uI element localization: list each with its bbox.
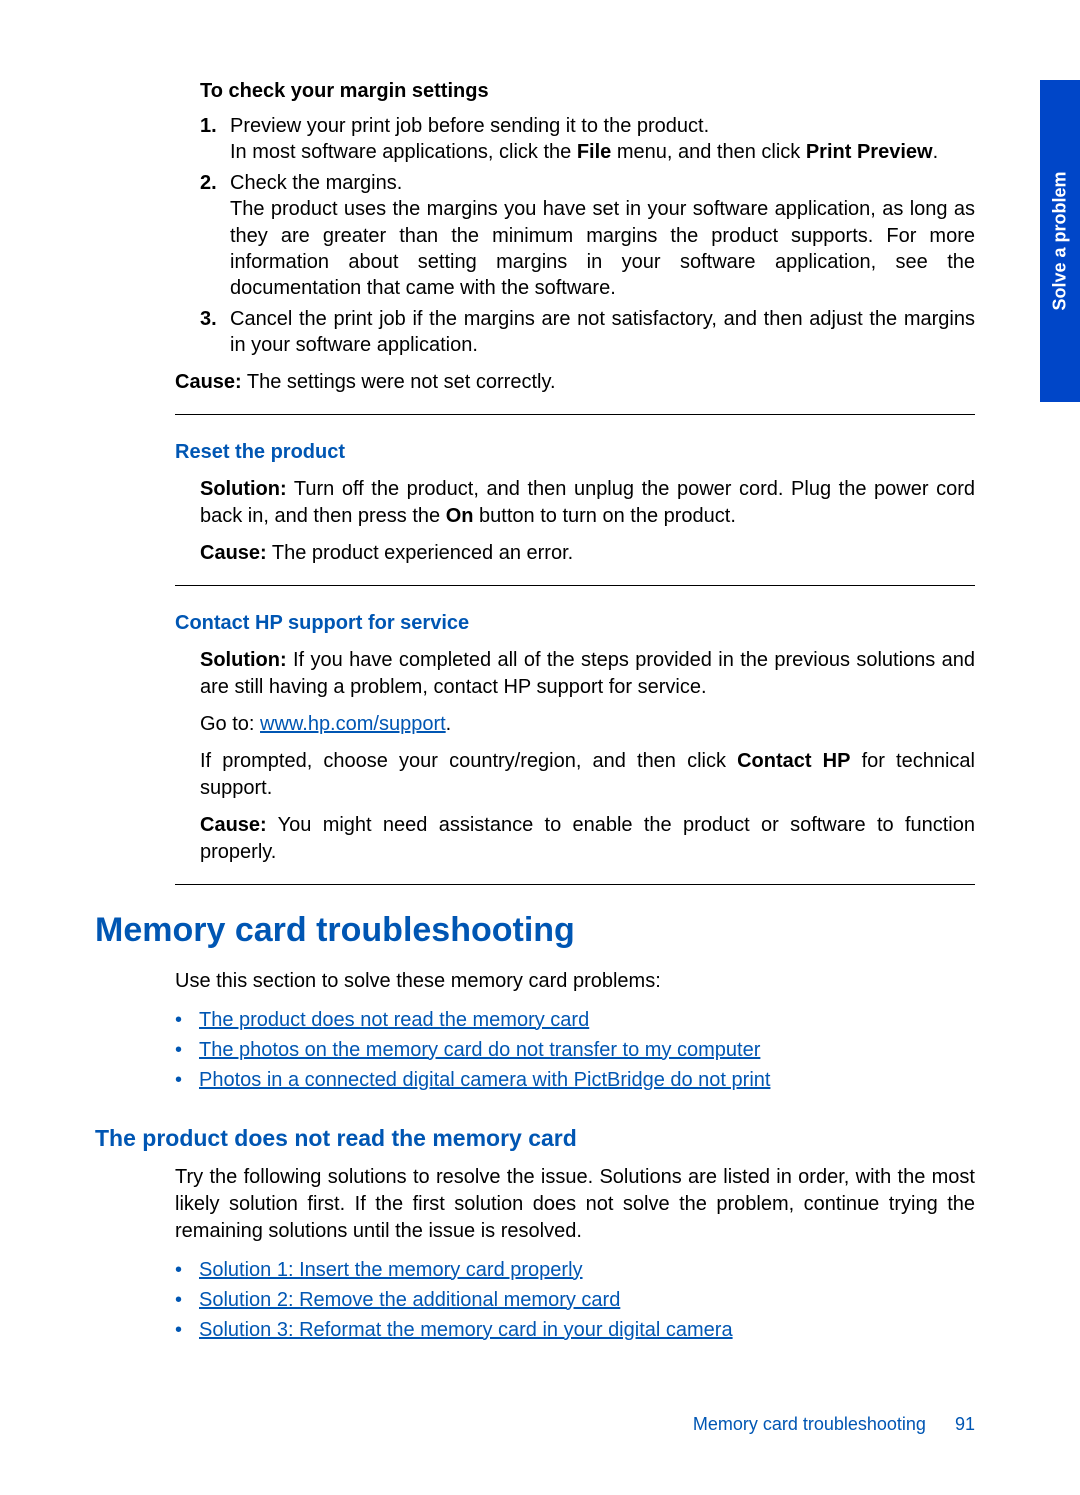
list-item: Solution 3: Reformat the memory card in … (175, 1315, 975, 1345)
subsection-intro: Try the following solutions to resolve t… (175, 1164, 975, 1245)
side-tab-label: Solve a problem (1050, 171, 1071, 310)
text: button to turn on the product. (474, 505, 736, 527)
list-item: The photos on the memory card do not tra… (175, 1035, 975, 1065)
list-number: 1. (200, 113, 217, 139)
document-page: Solve a problem To check your margin set… (0, 0, 1080, 1495)
support-link[interactable]: www.hp.com/support (260, 713, 446, 735)
list-number: 3. (200, 306, 217, 332)
list-item: Solution 1: Insert the memory card prope… (175, 1255, 975, 1285)
solution-link[interactable]: Solution 2: Remove the additional memory… (199, 1289, 620, 1311)
prompt-line: If prompted, choose your country/region,… (200, 748, 975, 802)
bold-text: Print Preview (806, 141, 933, 163)
page-footer: Memory card troubleshooting 91 (693, 1414, 975, 1435)
section-divider (175, 884, 975, 885)
text: If you have completed all of the steps p… (200, 649, 975, 698)
memory-card-heading: Memory card troubleshooting (95, 911, 975, 950)
list-item: The product does not read the memory car… (175, 1005, 975, 1035)
footer-section: Memory card troubleshooting (693, 1414, 926, 1434)
list-item: 1. Preview your print job before sending… (200, 113, 975, 166)
goto-line: Go to: www.hp.com/support. (200, 711, 975, 738)
solution-line: Solution: Turn off the product, and then… (200, 476, 975, 530)
subsection-heading: The product does not read the memory car… (95, 1125, 975, 1152)
cause-label: Cause: (200, 814, 267, 836)
text: . (446, 713, 452, 735)
list-line: Check the margins. (230, 170, 975, 196)
text: . (933, 141, 939, 163)
cause-label: Cause: (200, 542, 267, 564)
problem-link[interactable]: Photos in a connected digital camera wit… (199, 1069, 770, 1091)
cause-text: The settings were not set correctly. (242, 371, 556, 393)
section-divider (175, 414, 975, 415)
page-number: 91 (955, 1414, 975, 1434)
page-content: To check your margin settings 1. Preview… (95, 80, 975, 1345)
cause-label: Cause: (175, 371, 242, 393)
memory-card-intro: Use this section to solve these memory c… (175, 968, 975, 995)
list-line: The product uses the margins you have se… (230, 196, 975, 302)
cause-line: Cause: The product experienced an error. (200, 540, 975, 567)
list-item: Solution 2: Remove the additional memory… (175, 1285, 975, 1315)
text: menu, and then click (611, 141, 806, 163)
contact-hp-heading: Contact HP support for service (175, 612, 975, 635)
list-item: 3. Cancel the print job if the margins a… (200, 306, 975, 359)
text: Go to: (200, 713, 260, 735)
list-item: 2. Check the margins. The product uses t… (200, 170, 975, 302)
side-tab: Solve a problem (1040, 80, 1080, 402)
list-item: Photos in a connected digital camera wit… (175, 1065, 975, 1095)
list-line: Preview your print job before sending it… (230, 113, 975, 139)
solution-link[interactable]: Solution 3: Reformat the memory card in … (199, 1319, 733, 1341)
solution-line: Solution: If you have completed all of t… (200, 647, 975, 701)
check-margins-heading: To check your margin settings (200, 80, 975, 103)
solution-list: Solution 1: Insert the memory card prope… (175, 1255, 975, 1345)
list-line: Cancel the print job if the margins are … (230, 306, 975, 359)
list-line: In most software applications, click the… (230, 139, 975, 165)
list-number: 2. (200, 170, 217, 196)
reset-product-heading: Reset the product (175, 441, 975, 464)
section-divider (175, 585, 975, 586)
solution-label: Solution: (200, 478, 287, 500)
solution-link[interactable]: Solution 1: Insert the memory card prope… (199, 1259, 583, 1281)
text: In most software applications, click the (230, 141, 577, 163)
bold-text: File (577, 141, 611, 163)
problem-link[interactable]: The product does not read the memory car… (199, 1009, 589, 1031)
cause-text: You might need assistance to enable the … (200, 814, 975, 863)
cause-line: Cause: You might need assistance to enab… (200, 812, 975, 866)
bold-text: On (446, 505, 474, 527)
cause-text: The product experienced an error. (267, 542, 573, 564)
bold-text: Contact HP (737, 750, 850, 772)
text: If prompted, choose your country/region,… (200, 750, 737, 772)
problem-link[interactable]: The photos on the memory card do not tra… (199, 1039, 760, 1061)
cause-line: Cause: The settings were not set correct… (175, 369, 975, 396)
solution-label: Solution: (200, 649, 287, 671)
check-margins-list: 1. Preview your print job before sending… (200, 113, 975, 359)
memory-card-problem-list: The product does not read the memory car… (175, 1005, 975, 1095)
